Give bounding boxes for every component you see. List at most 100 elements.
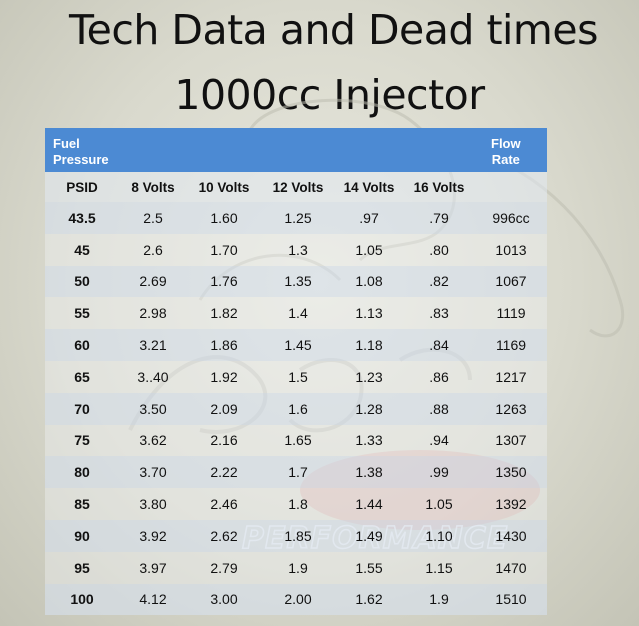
table-row: 70 3.50 2.09 1.6 1.28 .88 1263 <box>45 392 547 425</box>
dead-time-cell: 4.12 <box>139 591 167 608</box>
dead-time-cell: 1.8 <box>288 496 308 513</box>
dead-time-cell: .99 <box>429 464 449 481</box>
table-row: 45 2.6 1.70 1.3 1.05 .80 1013 <box>45 233 547 266</box>
dead-time-cell: 1.65 <box>284 432 312 449</box>
table-row: 90 3.92 2.62 1.85 1.49 1.10 1430 <box>45 519 547 552</box>
column-header: 10 Volts <box>198 179 250 195</box>
table-body: PSID 8 Volts 10 Volts 12 Volts 14 Volts … <box>45 172 547 616</box>
dead-time-cell: .83 <box>429 305 449 322</box>
pressure-cell: 90 <box>74 527 90 544</box>
dead-time-cell: .84 <box>429 337 449 354</box>
slide-title-line2: 1000cc Injector <box>174 71 485 119</box>
dead-time-cell: .86 <box>429 368 449 385</box>
dead-time-cell: 2.5 <box>143 209 163 226</box>
flow-rate-cell: 1470 <box>495 559 527 576</box>
table-header-band: Fuel Pressure Flow Rate <box>45 128 547 172</box>
flow-rate-cell: 1392 <box>495 496 527 513</box>
pressure-cell: 43.5 <box>68 209 96 226</box>
table-row: 75 3.62 2.16 1.65 1.33 .94 1307 <box>45 424 547 457</box>
pressure-cell: 85 <box>74 496 90 513</box>
dead-time-cell: 2.98 <box>139 305 167 322</box>
dead-time-cell: 1.60 <box>210 209 238 226</box>
fuel-pressure-header-line1: Fuel <box>53 136 80 151</box>
flow-rate-cell: 1307 <box>495 432 527 449</box>
table-row: 50 2.69 1.76 1.35 1.08 .82 1067 <box>45 265 547 298</box>
dead-time-cell: 1.15 <box>425 559 453 576</box>
dead-time-cell: 1.05 <box>355 241 383 258</box>
dead-time-cell: 1.33 <box>355 432 383 449</box>
dead-time-cell: 1.05 <box>425 496 453 513</box>
dead-time-cell: 2.62 <box>210 527 238 544</box>
pressure-cell: 65 <box>74 368 90 385</box>
column-header-row: PSID 8 Volts 10 Volts 12 Volts 14 Volts … <box>45 172 547 202</box>
dead-time-cell: 1.23 <box>355 368 383 385</box>
dead-time-cell: .80 <box>429 241 449 258</box>
dead-time-cell: 3.62 <box>139 432 167 449</box>
dead-time-cell: 1.7 <box>288 464 308 481</box>
dead-time-cell: 1.45 <box>284 337 312 354</box>
column-header: PSID <box>66 179 98 195</box>
dead-time-cell: 1.25 <box>284 209 312 226</box>
dead-time-cell: 3.00 <box>210 591 238 608</box>
flow-rate-header-line2: Rate <box>491 152 520 167</box>
dead-time-cell: 1.10 <box>425 527 453 544</box>
dead-time-cell: .79 <box>429 209 449 226</box>
dead-time-cell: .88 <box>429 400 449 417</box>
table-row: 80 3.70 2.22 1.7 1.38 .99 1350 <box>45 456 547 489</box>
dead-time-cell: 1.62 <box>355 591 383 608</box>
table-row: 100 4.12 3.00 2.00 1.62 1.9 1510 <box>45 583 547 616</box>
dead-time-cell: 1.55 <box>355 559 383 576</box>
dead-time-cell: 2.46 <box>210 496 238 513</box>
dead-time-cell: 1.82 <box>210 305 238 322</box>
pressure-cell: 80 <box>74 464 90 481</box>
dead-time-cell: 1.9 <box>429 591 449 608</box>
pressure-cell: 45 <box>74 241 90 258</box>
dead-time-cell: 3.80 <box>139 496 167 513</box>
slide-title-line1: Tech Data and Dead times <box>69 6 598 54</box>
flow-rate-cell: 1169 <box>495 337 527 354</box>
dead-time-cell: 1.76 <box>210 273 238 290</box>
dead-time-cell: 1.28 <box>355 400 383 417</box>
dead-time-cell: .82 <box>429 273 449 290</box>
dead-time-cell: 1.35 <box>284 273 312 290</box>
dead-time-cell: 1.4 <box>288 305 308 322</box>
table-row: 95 3.97 2.79 1.9 1.55 1.15 1470 <box>45 551 547 584</box>
dead-time-cell: 3.97 <box>139 559 167 576</box>
flow-rate-header-line1: Flow <box>491 136 521 151</box>
dead-time-cell: 3.92 <box>139 527 167 544</box>
table-row: 60 3.21 1.86 1.45 1.18 .84 1169 <box>45 329 547 361</box>
dead-time-cell: 1.18 <box>355 337 383 354</box>
dead-time-cell: 1.6 <box>288 400 308 417</box>
column-header: 14 Volts <box>343 179 395 195</box>
dead-time-cell: 1.92 <box>210 368 238 385</box>
dead-time-cell: 1.86 <box>210 337 238 354</box>
flow-rate-cell: 1510 <box>495 591 527 608</box>
flow-rate-cell: 1263 <box>495 400 527 417</box>
dead-time-cell: 1.3 <box>288 241 308 258</box>
column-header: 8 Volts <box>131 179 175 195</box>
flow-rate-cell: 1013 <box>495 241 527 258</box>
flow-rate-cell: 996cc <box>492 209 530 226</box>
dead-time-cell: 2.22 <box>210 464 238 481</box>
dead-time-cell: .94 <box>429 432 449 449</box>
fuel-pressure-header-line2: Pressure <box>53 152 109 167</box>
pressure-cell: 95 <box>74 559 90 576</box>
dead-time-cell: 2.6 <box>143 241 163 258</box>
table-row: 85 3.80 2.46 1.8 1.44 1.05 1392 <box>45 488 547 520</box>
dead-time-cell: .97 <box>359 209 379 226</box>
dead-time-cell: 1.5 <box>288 368 308 385</box>
pressure-cell: 70 <box>74 400 90 417</box>
dead-time-cell: 2.79 <box>210 559 238 576</box>
fuel-pressure-header: Fuel Pressure <box>53 136 109 168</box>
dead-time-cell: 1.70 <box>210 241 238 258</box>
dead-time-cell: 1.85 <box>284 527 312 544</box>
dead-time-cell: 1.44 <box>355 496 383 513</box>
dead-time-cell: 2.69 <box>139 273 167 290</box>
dead-time-cell: 1.08 <box>355 273 383 290</box>
flow-rate-cell: 1350 <box>495 464 527 481</box>
dead-time-cell: 2.09 <box>210 400 238 417</box>
pressure-cell: 50 <box>74 273 90 290</box>
dead-time-cell: 1.13 <box>355 305 383 322</box>
flow-rate-cell: 1119 <box>496 305 526 322</box>
dead-time-cell: 3.50 <box>139 400 167 417</box>
